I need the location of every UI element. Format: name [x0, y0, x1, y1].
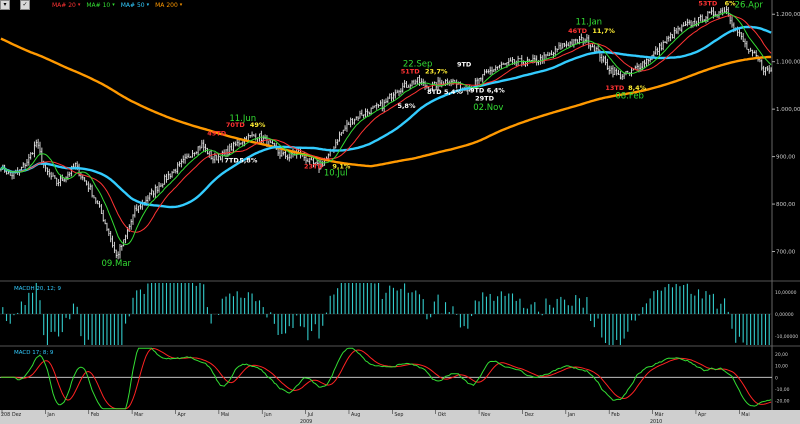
price-tick-label: 1.000,00 — [776, 107, 800, 113]
macd-title: MACD 17; 8; 9 — [14, 350, 54, 356]
annotation-label: 49% — [250, 121, 266, 129]
time-tick-label: Mai — [221, 412, 229, 418]
annotation-label: 08.Feb — [615, 92, 644, 102]
price-tick-label: 1.100,00 — [776, 60, 800, 66]
macdh-title: MACDH 20, 12; 9 — [14, 286, 61, 292]
annotation-label: 23TD — [304, 162, 323, 170]
time-tick-label: 208 — [1, 412, 10, 418]
macd-tick-label: -20,00 — [775, 399, 790, 405]
annotation-label: 13TD — [605, 84, 624, 92]
time-tick-label: Apr — [698, 412, 706, 418]
year-label: 2009 — [300, 419, 312, 424]
price-tick-label: 800,00 — [776, 202, 796, 208]
annotation-label: 11.Jun — [229, 114, 256, 124]
annotation-label: 9,1% — [332, 162, 351, 170]
annotation-label: 5,4% — [444, 88, 463, 96]
legend-ma50-label: MA# 50 — [120, 1, 145, 9]
time-tick-label: Mar — [134, 412, 143, 418]
annotation-label: 51TD — [401, 68, 420, 76]
price-tick-label: 1.200,00 — [776, 12, 800, 18]
annotation-label: 9TD — [457, 60, 472, 68]
time-tick-label: Dez — [524, 412, 534, 418]
legend-ma20[interactable]: MA# 20 ▾ — [52, 2, 80, 9]
time-tick-label: Feb — [91, 412, 100, 418]
annotation-label: 11,7% — [592, 27, 615, 35]
chart-toolbar: ▾ ✓ MA# 20 ▾ MA# 10 ▾ MA# 50 ▾ MA 200 ▾ — [0, 0, 182, 10]
time-axis — [0, 410, 800, 424]
annotation-label: 5,8% — [397, 102, 416, 110]
annotation-label: 9TD — [470, 87, 485, 95]
time-tick-label: Dez — [12, 412, 22, 418]
annotation-label: 8,4% — [628, 84, 647, 92]
annotation-label: 6% — [725, 0, 737, 8]
ma200-line — [0, 37, 772, 168]
annotation-label: 7TD — [224, 156, 239, 164]
annotation-label: 09.Mar — [101, 259, 131, 269]
legend-ma50[interactable]: MA# 50 ▾ — [121, 2, 149, 9]
macdh-tick-label: -10,00000 — [775, 334, 798, 340]
time-tick-label: Jul — [307, 412, 314, 418]
macd-tick-label: 10,00 — [775, 364, 788, 370]
time-tick-label: Jun — [263, 412, 272, 418]
legend-ma20-arrow-icon: ▾ — [77, 2, 81, 8]
time-tick-label: Mär — [655, 412, 664, 418]
legend-ma200-label: MA 200 — [155, 1, 178, 9]
annotation-label: 10.Jul — [324, 169, 348, 179]
annotation-label: 70TD — [226, 121, 245, 129]
time-tick-label: Mai — [741, 412, 749, 418]
price-tick-label: 700,00 — [776, 250, 796, 256]
time-tick-label: Aug — [351, 412, 360, 418]
annotation-label: 6,4% — [487, 87, 506, 95]
macdh-tick-label: 0,00000 — [775, 312, 794, 318]
legend-ma10-label: MA# 10 — [86, 1, 111, 9]
legend-ma200-arrow-icon: ▾ — [179, 2, 183, 8]
ma10-line — [0, 12, 772, 246]
menu-dropdown-icon[interactable]: ▾ — [0, 0, 10, 10]
macd-tick-label: 0 — [775, 375, 778, 381]
legend-ma200[interactable]: MA 200 ▾ — [155, 2, 182, 9]
ma20-line — [0, 15, 772, 233]
annotation-label: 53TD — [698, 0, 717, 8]
time-tick-label: Sep — [394, 412, 403, 418]
time-tick-label: Jan — [567, 412, 575, 418]
time-tick-label: Jan — [46, 412, 54, 418]
legend-ma10-arrow-icon: ▾ — [112, 2, 115, 8]
time-tick-label: Nov — [481, 412, 491, 418]
checkbox-icon[interactable]: ✓ — [20, 0, 30, 10]
time-tick-label: Apr — [177, 412, 185, 418]
macd-line — [0, 347, 772, 410]
annotation-label: 8TD — [427, 88, 442, 96]
macd-signal-line — [0, 347, 772, 410]
time-tick-label: Feb — [611, 412, 620, 418]
annotation-label: 23,7% — [425, 68, 448, 76]
annotation-label: 29TD — [475, 95, 494, 103]
annotation-label: 11.Jan — [575, 18, 602, 28]
price-tick-label: 900,00 — [776, 155, 796, 161]
annotation-label: 22.Sep — [403, 59, 433, 69]
legend-ma20-label: MA# 20 — [52, 1, 76, 9]
macd-tick-label: -10,00 — [775, 387, 790, 393]
legend-ma10[interactable]: MA# 10 ▾ — [86, 2, 114, 9]
annotation-label: 26.Apr — [735, 1, 764, 11]
annotation-label: 49TD — [207, 129, 226, 137]
ma50-line — [0, 25, 772, 209]
annotation-label: 5,8% — [239, 156, 258, 164]
macd-tick-label: 20,00 — [775, 352, 788, 358]
macdh-tick-label: 10,00000 — [775, 290, 797, 296]
annotation-label: 02.Nov — [473, 103, 503, 113]
annotation-label: 46TD — [568, 27, 587, 35]
time-tick-label: Okt — [438, 412, 447, 418]
year-label: 2010 — [650, 419, 662, 424]
legend-ma50-arrow-icon: ▾ — [146, 2, 150, 8]
